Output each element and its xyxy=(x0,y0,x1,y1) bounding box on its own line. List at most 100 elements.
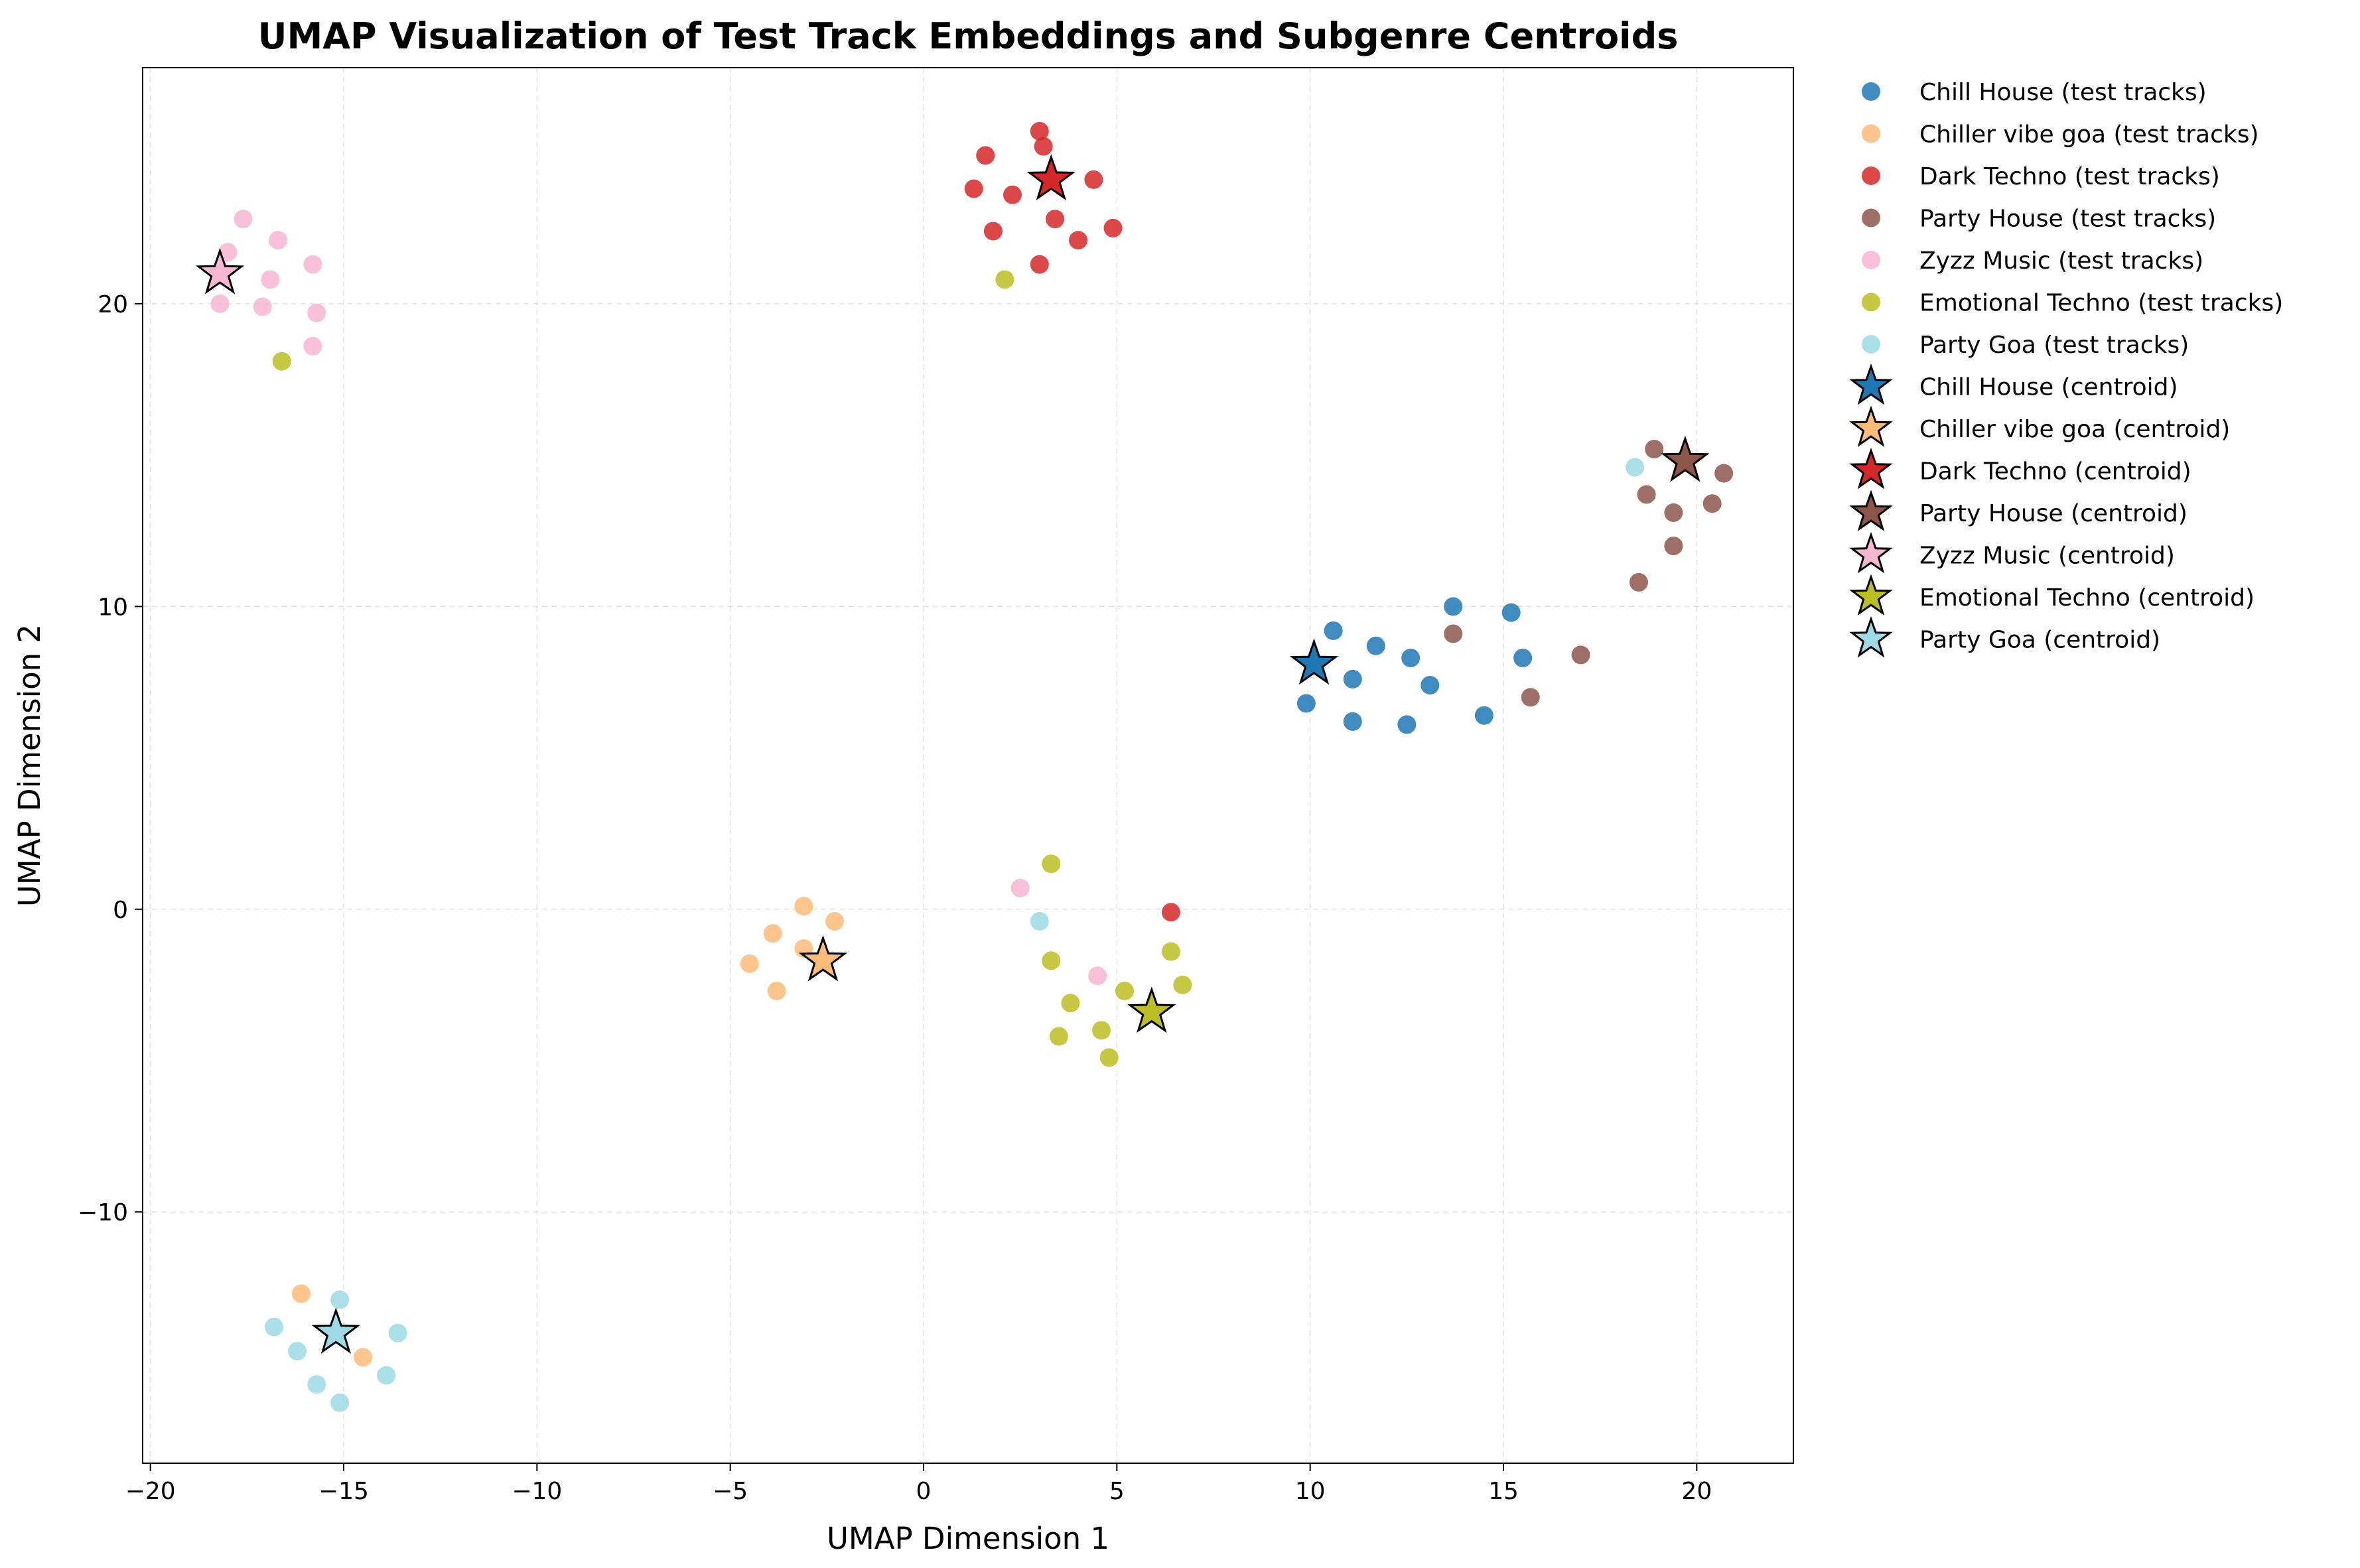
legend-label: Dark Techno (test tracks) xyxy=(1919,163,2220,190)
track-point xyxy=(388,1323,407,1342)
legend-label: Chiller vibe goa (centroid) xyxy=(1919,416,2230,443)
track-point xyxy=(1042,854,1061,874)
x-tick-label: −15 xyxy=(318,1478,369,1505)
track-point xyxy=(1521,688,1540,707)
track-point xyxy=(1629,572,1648,592)
track-point xyxy=(767,982,786,1001)
track-point xyxy=(983,222,1003,241)
track-point xyxy=(1645,440,1664,459)
track-point xyxy=(1626,458,1645,477)
track-point xyxy=(1421,676,1440,695)
track-point xyxy=(1010,878,1030,897)
track-point xyxy=(1003,185,1022,204)
legend-label: Party House (centroid) xyxy=(1919,500,2187,527)
track-point xyxy=(303,336,322,356)
track-point xyxy=(1042,951,1061,970)
chart-title: UMAP Visualization of Test Track Embeddi… xyxy=(258,15,1679,57)
track-point xyxy=(1397,715,1417,734)
track-point xyxy=(1702,494,1722,513)
track-point xyxy=(210,294,230,313)
track-point xyxy=(995,270,1014,289)
track-point xyxy=(794,897,813,916)
legend-marker-circle xyxy=(1862,335,1880,354)
centroid-star xyxy=(1661,435,1710,482)
y-tick-label: 0 xyxy=(113,897,128,924)
legend: Chill House (test tracks) Chiller vibe go… xyxy=(1849,79,2283,658)
track-point xyxy=(1664,537,1683,556)
track-point xyxy=(1501,603,1521,622)
legend-marker-circle xyxy=(1862,124,1880,143)
track-point xyxy=(288,1342,307,1361)
track-point xyxy=(763,924,782,943)
track-point xyxy=(268,231,287,250)
track-point xyxy=(272,352,291,371)
track-point xyxy=(253,297,272,316)
legend-marker-circle xyxy=(1862,293,1880,312)
track-point xyxy=(1030,121,1049,141)
track-point xyxy=(234,210,253,229)
track-point xyxy=(1513,648,1533,667)
track-point xyxy=(1296,694,1316,713)
track-point xyxy=(1637,485,1656,504)
track-point xyxy=(261,270,280,289)
y-axis-label: UMAP Dimension 2 xyxy=(12,624,47,907)
track-point xyxy=(1115,982,1134,1001)
track-point xyxy=(964,179,983,198)
plot-points xyxy=(195,121,1734,1412)
centroid-star xyxy=(1127,986,1176,1033)
legend-marker-circle xyxy=(1862,82,1880,101)
x-tick-label: −10 xyxy=(512,1478,562,1505)
legend-label: Party House (test tracks) xyxy=(1919,206,2216,233)
legend-marker-circle xyxy=(1862,208,1880,228)
legend-label: Zyzz Music (test tracks) xyxy=(1919,247,2203,275)
track-point xyxy=(1069,231,1088,250)
centroid-star xyxy=(798,935,848,982)
track-point xyxy=(307,303,326,322)
x-tick-label: 20 xyxy=(1681,1478,1712,1505)
track-point xyxy=(303,255,322,274)
track-point xyxy=(1444,624,1463,643)
legend-marker-star xyxy=(1849,405,1893,448)
centroid-star xyxy=(1289,638,1339,685)
track-point xyxy=(976,146,995,165)
track-point xyxy=(825,912,844,931)
legend-label: Chill House (test tracks) xyxy=(1919,79,2207,106)
track-point xyxy=(1046,210,1065,229)
x-tick-label: 15 xyxy=(1488,1478,1519,1505)
track-point xyxy=(1161,903,1180,922)
x-tick-label: 10 xyxy=(1295,1478,1326,1505)
track-point xyxy=(1343,712,1362,731)
track-point xyxy=(1343,669,1362,688)
track-point xyxy=(265,1317,284,1337)
track-point xyxy=(1088,966,1107,986)
centroid-star xyxy=(195,247,245,294)
track-point xyxy=(330,1290,350,1309)
x-tick-label: 0 xyxy=(916,1478,932,1505)
track-point xyxy=(1030,912,1049,931)
track-point xyxy=(1084,170,1103,189)
legend-marker-star xyxy=(1849,574,1893,616)
y-tick-label: 20 xyxy=(98,291,128,318)
legend-marker-star xyxy=(1849,447,1893,490)
track-point xyxy=(330,1393,350,1412)
legend-marker-circle xyxy=(1862,251,1880,269)
track-point xyxy=(291,1284,311,1303)
legend-marker-star xyxy=(1849,363,1893,405)
track-point xyxy=(1664,503,1683,522)
legend-label: Zyzz Music (centroid) xyxy=(1919,543,2175,570)
track-point xyxy=(1401,648,1421,667)
track-point xyxy=(1161,942,1180,961)
legend-marker-circle xyxy=(1862,166,1880,185)
track-point xyxy=(1061,994,1080,1013)
legend-label: Party Goa (test tracks) xyxy=(1919,332,2189,359)
x-tick-label: −20 xyxy=(125,1478,176,1505)
axis-ticks: −20 −15 −10 −5 0 5 10 15 20 −10 0 10 20 xyxy=(78,291,1712,1505)
track-point xyxy=(1714,464,1734,483)
plot-frame xyxy=(142,67,1794,1464)
centroid-star xyxy=(311,1307,361,1354)
track-point xyxy=(740,954,759,973)
legend-label: Emotional Techno (centroid) xyxy=(1919,584,2255,612)
track-point xyxy=(1571,645,1590,665)
